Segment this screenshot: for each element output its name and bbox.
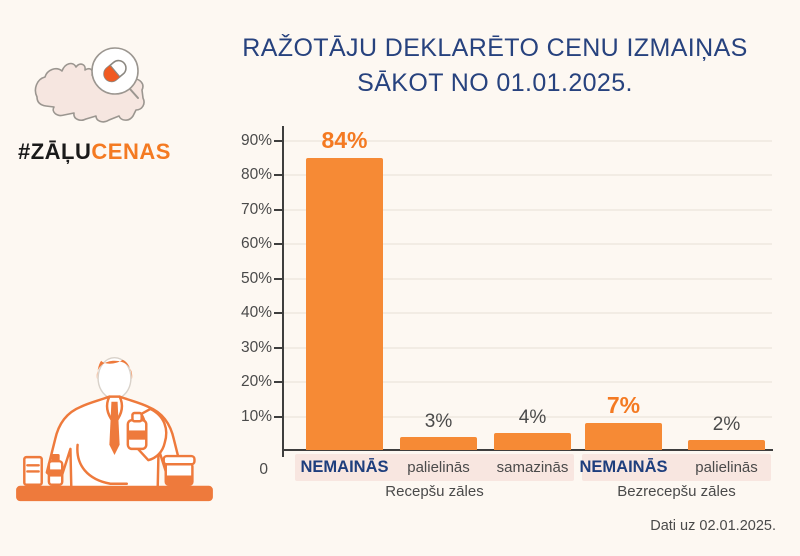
- y-tick: [274, 174, 282, 177]
- group-label: Recepšu zāles: [385, 483, 484, 500]
- bar: [400, 437, 477, 450]
- y-tick-label: 20%: [240, 373, 272, 391]
- category-label: NEMAINĀS: [300, 458, 389, 476]
- y-tick-label-zero: 0: [259, 461, 268, 478]
- pharmacy-counter: [16, 485, 213, 502]
- bar-value-label: 3%: [424, 411, 453, 432]
- bar: [494, 433, 571, 450]
- y-tick-label: 70%: [240, 200, 272, 218]
- zalucenas-logo-text: #ZĀĻUCENAS: [18, 139, 171, 165]
- y-tick-label: 60%: [240, 235, 272, 253]
- bar: [306, 158, 383, 450]
- y-tick: [274, 381, 282, 384]
- y-grid-line: [284, 415, 772, 418]
- group-strip: [582, 454, 771, 481]
- y-tick-label: 80%: [240, 166, 272, 184]
- bar-value-label: 2%: [712, 414, 741, 435]
- title-line-1: RAŽOTĀJU DEKLARĒTO CENU IZMAIŅAS: [242, 34, 748, 62]
- category-label: palielinās: [407, 459, 470, 476]
- hashtag-prefix: #ZĀĻU: [18, 139, 92, 164]
- y-tick-label: 50%: [240, 269, 272, 287]
- y-tick: [274, 277, 282, 280]
- group-strip: [295, 454, 574, 481]
- bar: [688, 440, 765, 450]
- y-tick: [274, 312, 282, 315]
- y-grid-line: [284, 277, 772, 280]
- y-axis-line: [282, 126, 284, 457]
- y-tick: [274, 415, 282, 418]
- bar-value-label: 7%: [606, 392, 641, 418]
- y-tick-label: 30%: [240, 338, 272, 356]
- y-tick: [274, 208, 282, 211]
- title-line-2: SĀKOT NO 01.01.2025.: [357, 69, 633, 97]
- y-tick: [274, 243, 282, 246]
- group-label: Bezrecepšu zāles: [617, 483, 736, 500]
- pill-icon: [103, 59, 127, 83]
- x-axis-line: [282, 449, 773, 451]
- bar: [585, 423, 662, 450]
- y-grid-line: [284, 312, 772, 315]
- y-grid-line: [284, 208, 772, 211]
- y-tick: [274, 346, 282, 349]
- magnifier-tail: [129, 88, 139, 99]
- y-tick-label: 40%: [240, 304, 272, 322]
- pharmacist-illustration: [16, 356, 213, 502]
- y-grid-line: [284, 243, 772, 246]
- y-grid-line: [284, 174, 772, 177]
- y-grid-line: [284, 346, 772, 349]
- y-tick-label: 90%: [240, 132, 272, 150]
- medicine-bottle-icon: [126, 411, 148, 451]
- bar-value-label: 84%: [321, 127, 368, 153]
- latvia-map-icon: [34, 47, 145, 123]
- data-date-note: Dati uz 02.01.2025.: [650, 518, 776, 534]
- category-label: samazinās: [496, 459, 569, 476]
- y-tick-label: 10%: [240, 407, 272, 425]
- y-grid-line: [284, 140, 772, 143]
- category-label: palielinās: [695, 459, 758, 476]
- y-tick: [274, 140, 282, 143]
- bar-value-label: 4%: [518, 407, 547, 428]
- category-label: NEMAINĀS: [579, 458, 668, 476]
- y-grid-line: [284, 381, 772, 384]
- page-title: RAŽOTĀJU DEKLARĒTO CENU IZMAIŅAS SĀKOT N…: [212, 31, 778, 101]
- hashtag-suffix: CENAS: [91, 139, 171, 164]
